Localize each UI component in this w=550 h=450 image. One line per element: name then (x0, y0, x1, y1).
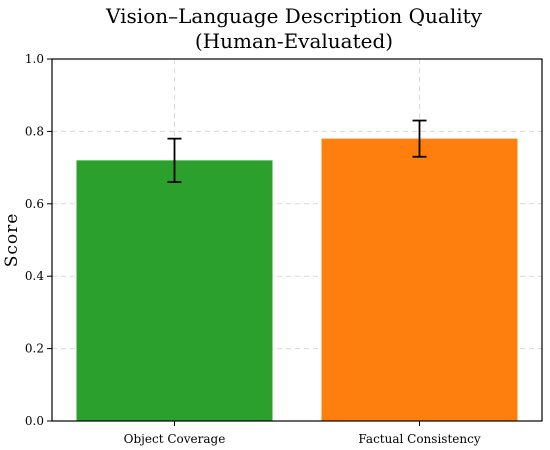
y-tick-label: 1.0 (25, 52, 44, 66)
plot-frame (51, 58, 543, 422)
y-axis-label: Score (2, 213, 22, 268)
x-tick-label: Object Coverage (124, 432, 226, 446)
chart-title: Vision–Language Description Quality (105, 4, 483, 28)
y-tick-label: 0.4 (25, 269, 44, 283)
chart-subtitle: (Human-Evaluated) (195, 29, 393, 53)
y-tick-label: 0.6 (25, 197, 44, 211)
bar (321, 138, 518, 421)
x-tick-label: Factual Consistency (358, 432, 480, 446)
error-bars (167, 119, 427, 183)
y-axis-ticks: 0.0 0.2 0.4 0.6 0.8 1.0 (25, 52, 52, 428)
bars (76, 138, 518, 422)
y-tick-label: 0.2 (25, 342, 44, 356)
y-tick-label: 0.0 (25, 414, 44, 428)
x-axis-ticks: Object Coverage Factual Consistency (124, 421, 481, 446)
y-tick-label: 0.8 (25, 124, 44, 138)
bar (76, 160, 273, 422)
